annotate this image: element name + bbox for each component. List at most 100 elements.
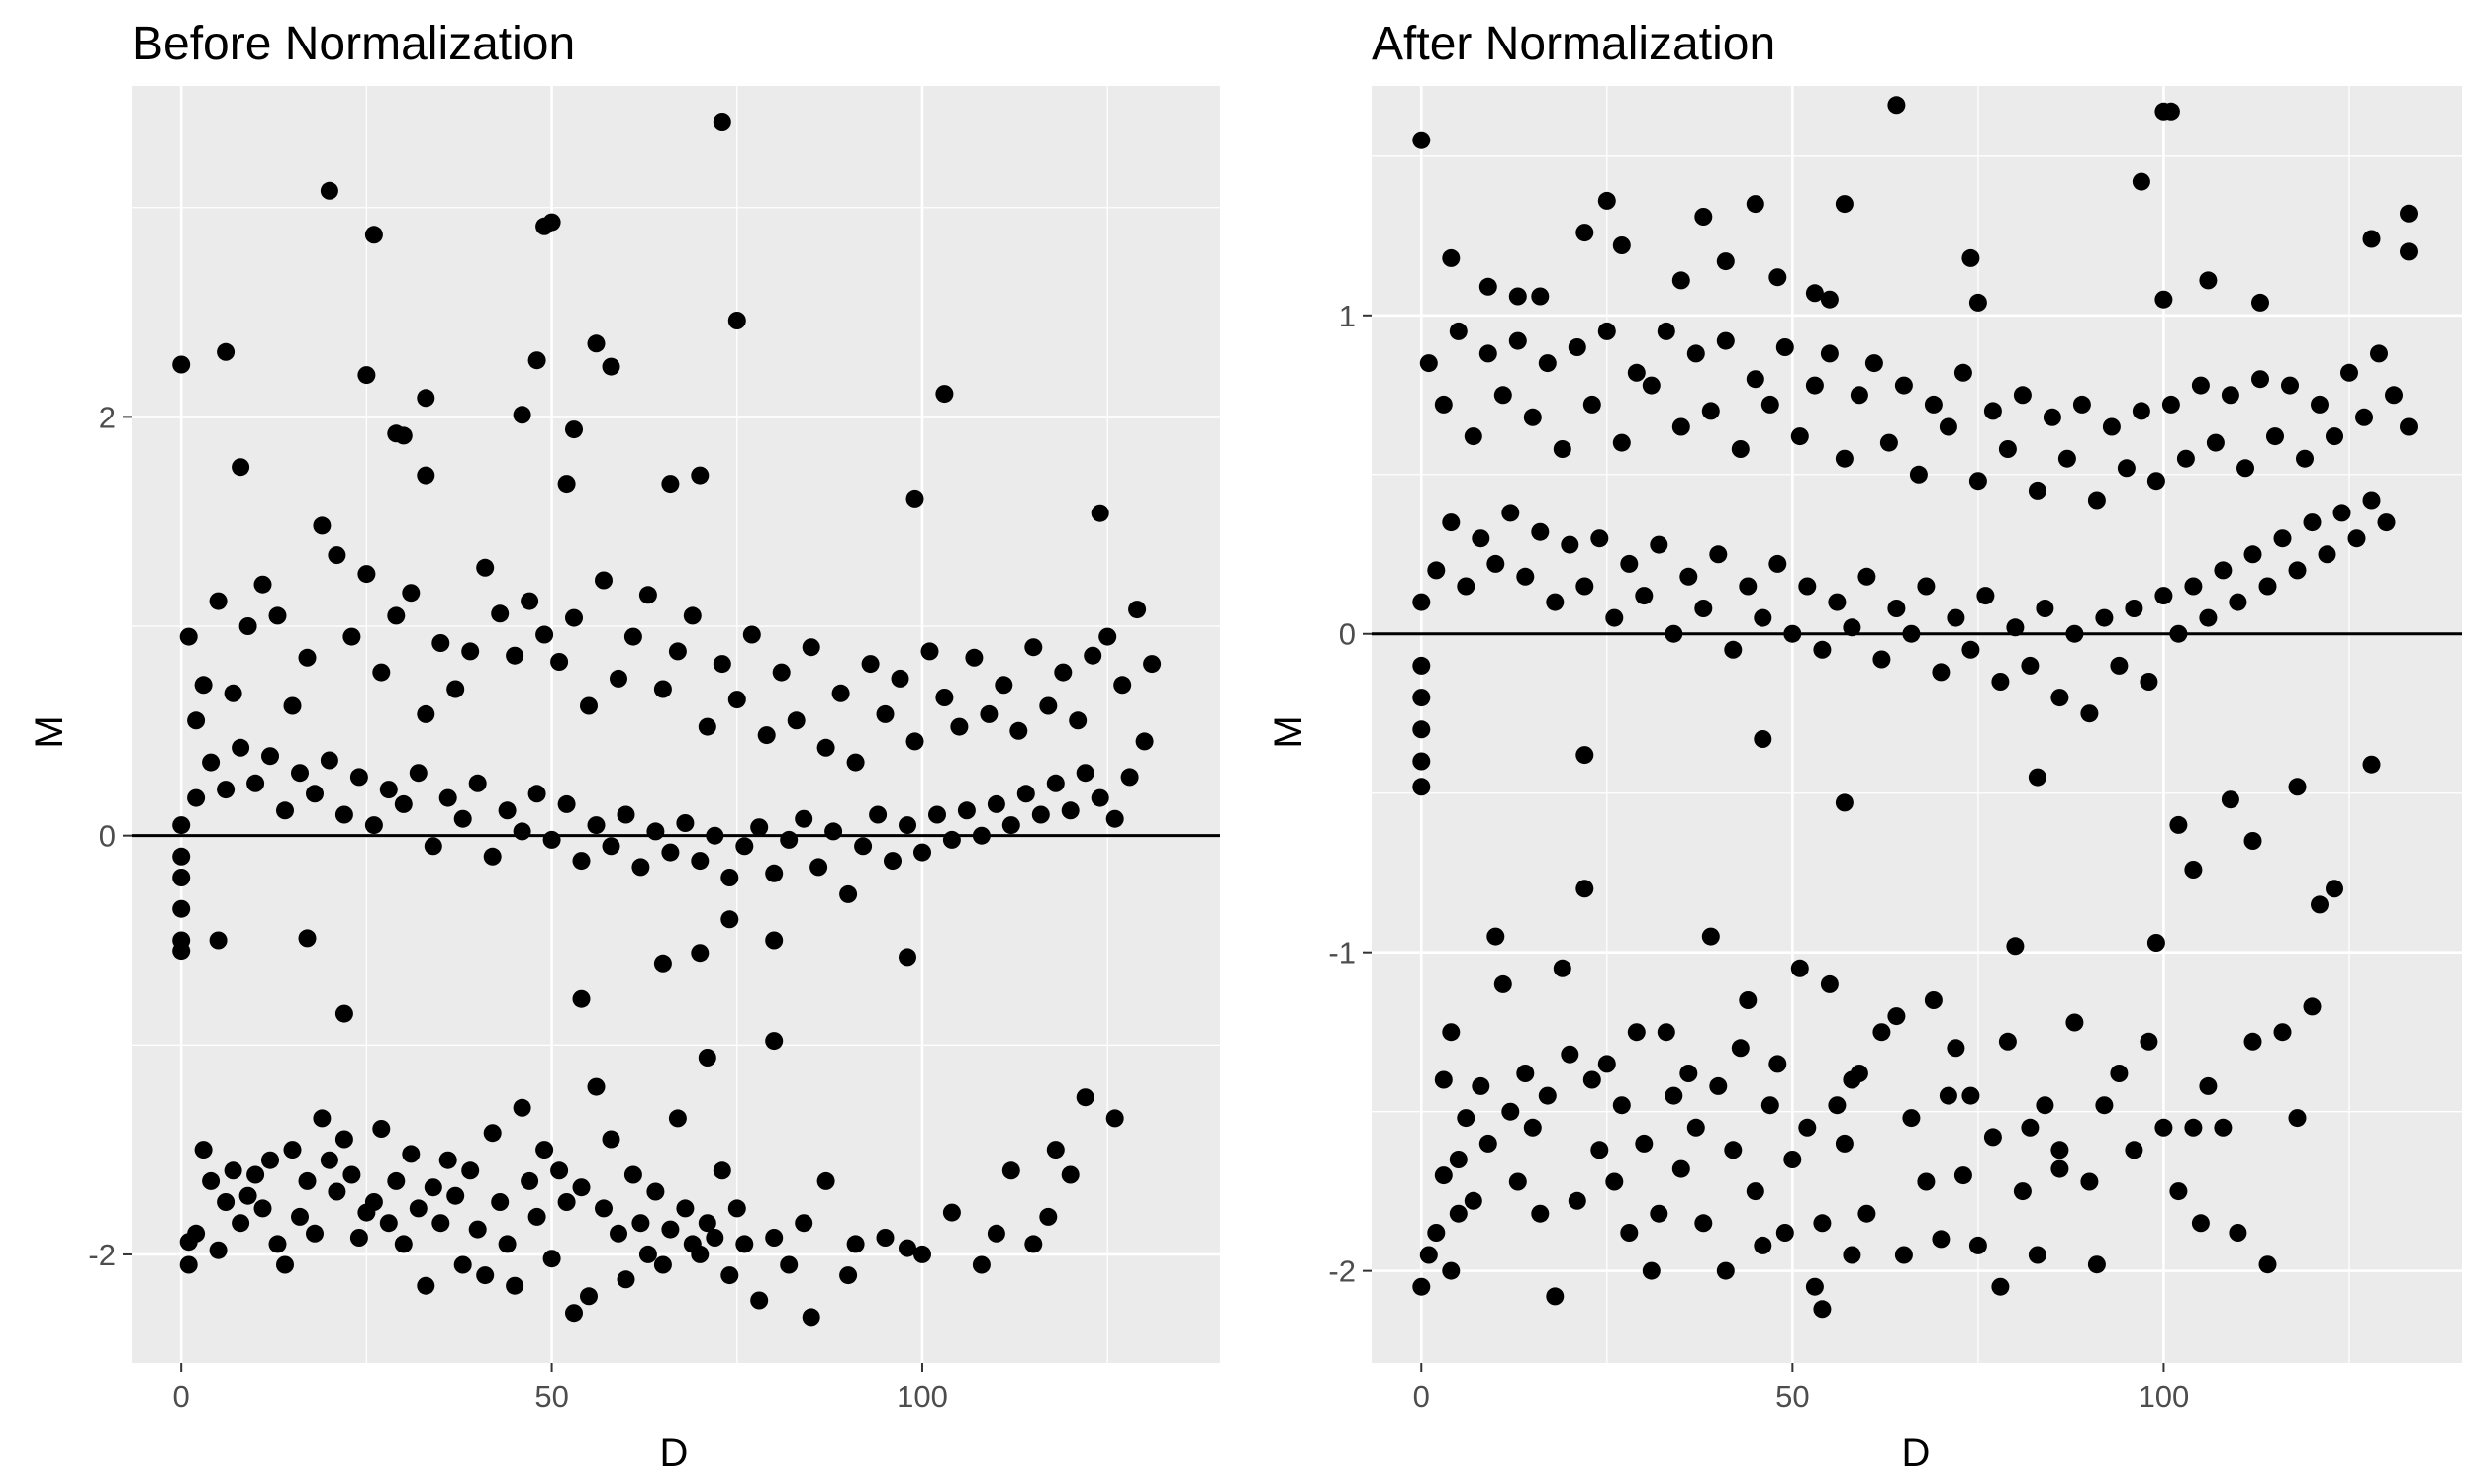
data-point	[1917, 577, 1936, 596]
data-point	[2318, 545, 2336, 564]
data-point	[431, 1214, 450, 1233]
data-point	[1143, 655, 1162, 674]
data-point	[1538, 1086, 1557, 1105]
data-point	[1939, 1086, 1957, 1105]
data-point	[261, 1151, 279, 1169]
data-point	[2161, 102, 2180, 121]
data-point	[1113, 676, 1132, 695]
data-point	[691, 944, 710, 963]
data-point	[610, 669, 627, 688]
data-point	[1605, 608, 1624, 627]
data-point	[2102, 417, 2121, 436]
data-point	[1590, 1141, 1609, 1159]
data-point	[2117, 459, 2136, 478]
data-point	[1642, 376, 1661, 395]
data-point	[1991, 1277, 2010, 1296]
data-point	[572, 852, 591, 871]
data-point	[513, 1098, 531, 1117]
data-point	[1657, 1023, 1675, 1042]
data-point	[765, 931, 784, 950]
data-point	[217, 781, 236, 799]
data-point	[1561, 535, 1579, 554]
data-point	[2028, 1246, 2046, 1264]
data-point	[750, 818, 769, 837]
data-point	[1739, 577, 1758, 596]
data-point	[394, 1235, 413, 1253]
data-point	[1768, 268, 1787, 287]
data-point	[1983, 402, 2002, 420]
data-point	[453, 809, 472, 828]
data-point	[1457, 1109, 1475, 1128]
data-point	[2065, 1013, 2084, 1032]
data-point	[2221, 790, 2239, 809]
data-point	[1746, 195, 1764, 214]
data-point	[1671, 417, 1690, 436]
y-axis-label: M	[28, 715, 71, 748]
data-point	[2028, 768, 2046, 787]
data-point	[1516, 1065, 1535, 1082]
data-point	[1620, 1224, 1639, 1242]
data-point	[1843, 1070, 1861, 1089]
data-point	[1716, 331, 1735, 350]
data-point	[1478, 277, 1497, 296]
data-point	[846, 753, 865, 772]
data-point	[2154, 290, 2173, 309]
data-point	[2258, 577, 2277, 596]
data-point	[298, 648, 317, 667]
data-point	[349, 768, 368, 787]
data-point	[802, 1308, 820, 1327]
data-point	[676, 814, 695, 832]
data-point	[1412, 1277, 1431, 1296]
data-point	[2199, 271, 2218, 290]
data-point	[2288, 561, 2307, 580]
data-point	[1671, 1159, 1690, 1178]
data-point	[1016, 785, 1035, 803]
data-point	[1961, 640, 1980, 659]
data-point	[1760, 1096, 1779, 1115]
data-point	[1805, 284, 1824, 303]
data-point	[1798, 577, 1817, 596]
data-point	[1731, 440, 1750, 458]
data-point	[1472, 529, 1490, 548]
data-point	[535, 625, 554, 644]
data-point	[2355, 408, 2373, 426]
data-point	[913, 843, 931, 862]
data-point	[357, 366, 376, 385]
data-point	[1820, 974, 1839, 993]
chart-title: Before Normalization	[132, 18, 575, 70]
data-point	[987, 1224, 1005, 1243]
data-point	[1434, 395, 1453, 414]
data-point	[1820, 344, 1839, 363]
x-tick-label: 50	[534, 1379, 568, 1414]
data-point	[2229, 1224, 2247, 1242]
data-point	[884, 852, 902, 871]
data-point	[202, 753, 221, 772]
data-point	[2199, 608, 2218, 627]
data-point	[1813, 640, 1832, 659]
data-point	[995, 676, 1013, 695]
data-point	[417, 704, 435, 723]
data-point	[1790, 427, 1809, 446]
data-point	[1039, 696, 1058, 715]
data-point	[869, 805, 888, 824]
data-point	[1128, 601, 1147, 619]
data-point	[899, 1239, 916, 1257]
data-point	[417, 389, 435, 408]
data-point	[513, 822, 531, 841]
data-point	[424, 1178, 442, 1197]
data-point	[2400, 204, 2418, 223]
data-point	[831, 684, 850, 702]
data-point	[209, 1241, 228, 1259]
data-point	[461, 642, 480, 661]
data-point	[1442, 1261, 1461, 1280]
data-point	[683, 606, 702, 625]
data-point	[942, 830, 961, 849]
data-point	[298, 1171, 317, 1190]
data-point	[772, 663, 791, 682]
data-point	[587, 334, 606, 353]
data-point	[2169, 1182, 2188, 1201]
data-point	[2243, 1032, 2262, 1051]
data-point	[1961, 248, 1980, 267]
data-point	[491, 604, 510, 623]
data-point	[1472, 1076, 1490, 1095]
